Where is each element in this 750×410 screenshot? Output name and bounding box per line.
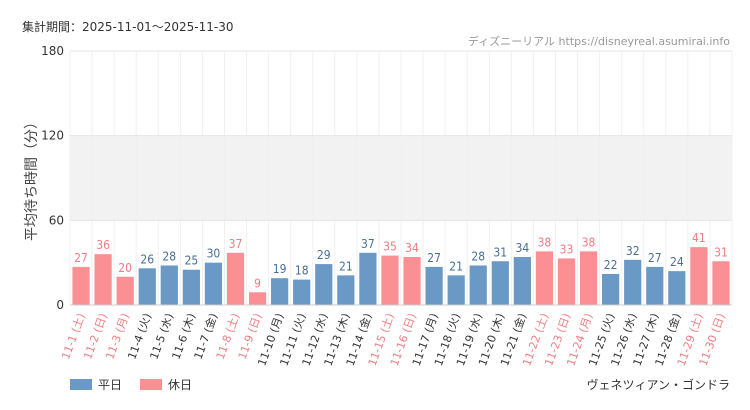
bar-17 (425, 266, 443, 305)
legend-label-holiday: 休日 (168, 378, 193, 392)
legend-swatch-weekday (70, 379, 92, 390)
y-tick-label: 0 (56, 298, 64, 312)
bar-21 (513, 257, 531, 305)
bar-value-label: 26 (140, 252, 154, 266)
y-tick-label: 120 (41, 129, 64, 143)
bar-5 (160, 265, 178, 305)
bar-22 (535, 251, 554, 305)
bar-value-label: 37 (361, 237, 375, 251)
bar-25 (602, 273, 620, 305)
bar-value-label: 28 (471, 249, 485, 263)
bar-value-label: 22 (604, 258, 618, 272)
legend-label-weekday: 平日 (98, 378, 123, 392)
bar-1 (72, 266, 90, 305)
bar-value-label: 30 (207, 247, 221, 261)
legend-swatch-holiday (140, 379, 163, 390)
period-label: 集計期間：2025-11-01～2025-11-30 (22, 20, 234, 34)
bar-value-label: 27 (648, 251, 662, 265)
bar-7 (204, 262, 223, 305)
bar-value-label: 21 (339, 259, 353, 273)
y-tick-label: 180 (41, 44, 64, 58)
bar-value-label: 27 (427, 251, 441, 265)
bar-value-label: 34 (515, 241, 529, 255)
bar-value-label: 27 (74, 251, 88, 265)
bar-6 (182, 269, 200, 305)
bar-28 (668, 271, 686, 305)
bar-14 (359, 252, 377, 305)
chart-legend: 平日 休日 (70, 376, 192, 393)
bar-value-label: 28 (162, 249, 176, 263)
bar-29 (690, 247, 708, 305)
legend-item-holiday[interactable]: 休日 (140, 376, 192, 393)
attraction-name: ヴェネツィアン・ゴンドラ (586, 378, 730, 392)
bar-value-label: 31 (714, 245, 728, 259)
bar-13 (337, 275, 355, 305)
bar-24 (579, 251, 598, 305)
bar-11 (293, 279, 311, 305)
bar-value-label: 38 (582, 235, 596, 249)
bar-value-label: 35 (383, 240, 397, 254)
bar-value-label: 25 (184, 254, 198, 268)
bar-value-label: 20 (118, 261, 132, 275)
legend-item-weekday[interactable]: 平日 (70, 376, 122, 393)
bar-12 (315, 264, 333, 305)
bar-value-label: 24 (670, 255, 684, 269)
bar-15 (381, 255, 399, 305)
y-axis-title: 平均待ち時間（分） (24, 115, 40, 241)
bar-value-label: 21 (449, 259, 463, 273)
bar-2 (94, 254, 112, 305)
y-tick-label: 60 (49, 213, 64, 227)
bar-30 (712, 261, 730, 305)
bar-value-label: 36 (96, 238, 110, 252)
bar-value-label: 38 (538, 235, 552, 249)
bar-value-label: 31 (493, 245, 507, 259)
bar-19 (469, 265, 487, 305)
bar-18 (447, 275, 465, 305)
bar-value-label: 32 (626, 244, 640, 258)
bar-27 (646, 266, 664, 305)
source-credit[interactable]: ディズニーリアル https://disneyreal.asumirai.inf… (467, 35, 730, 48)
bar-8 (226, 252, 245, 305)
bar-10 (271, 278, 289, 305)
bar-3 (116, 276, 134, 305)
bar-value-label: 37 (229, 237, 243, 251)
bar-26 (624, 259, 642, 305)
bar-4 (138, 268, 156, 305)
bar-value-label: 34 (405, 241, 419, 255)
bar-value-label: 41 (692, 231, 706, 245)
bar-9 (248, 292, 267, 305)
bar-20 (491, 261, 509, 305)
bar-23 (557, 258, 576, 305)
bar-value-label: 18 (295, 264, 309, 278)
bar-value-label: 19 (273, 262, 287, 276)
bar-value-label: 33 (560, 242, 574, 256)
bar-16 (403, 257, 421, 305)
bar-value-label: 9 (254, 276, 261, 290)
bar-value-label: 29 (317, 248, 331, 262)
